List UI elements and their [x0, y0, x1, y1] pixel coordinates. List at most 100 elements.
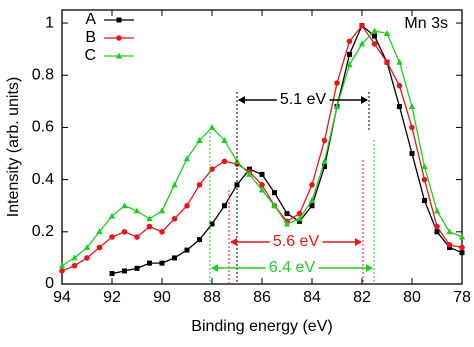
arrow-head: [238, 96, 245, 104]
arrow-head: [355, 238, 362, 246]
marker: [121, 202, 128, 209]
marker: [333, 103, 341, 110]
legend-marker: [116, 35, 122, 41]
marker: [171, 215, 178, 222]
marker: [271, 202, 278, 209]
marker: [433, 207, 441, 214]
marker: [133, 207, 141, 214]
y-tick-label: 0.8: [32, 66, 54, 83]
marker: [321, 157, 328, 164]
marker: [109, 271, 115, 277]
y-tick-label: 0: [45, 275, 54, 292]
x-tick-label: 84: [303, 289, 321, 306]
annotation-label: 5.1 eV: [280, 91, 327, 108]
marker: [108, 212, 116, 219]
marker: [372, 33, 377, 39]
marker: [121, 229, 128, 235]
marker: [309, 182, 315, 188]
marker: [384, 59, 390, 65]
marker: [109, 234, 115, 240]
legend-label: B: [85, 29, 96, 46]
marker: [459, 244, 465, 251]
marker: [96, 228, 103, 235]
marker: [297, 218, 302, 224]
marker: [446, 228, 453, 235]
x-tick-label: 82: [353, 289, 371, 306]
marker: [259, 171, 265, 177]
arrow-head: [230, 238, 237, 246]
annotation-bg: [265, 259, 319, 277]
marker: [347, 51, 352, 57]
marker: [59, 268, 65, 274]
marker: [159, 260, 165, 266]
plot-frame: [61, 9, 463, 285]
marker: [408, 103, 416, 110]
marker: [421, 163, 428, 170]
marker: [259, 182, 265, 188]
marker: [159, 229, 165, 235]
marker: [158, 207, 166, 214]
marker: [397, 104, 402, 110]
marker: [296, 215, 303, 222]
marker: [208, 123, 216, 130]
marker: [196, 182, 203, 188]
arrow-head: [211, 264, 218, 272]
series-line: [61, 24, 463, 272]
marker: [434, 229, 440, 235]
y-tick-label: 1: [45, 14, 54, 31]
legend-marker: [115, 52, 123, 59]
marker: [221, 136, 228, 143]
marker: [308, 196, 316, 203]
marker: [222, 203, 227, 209]
marker: [96, 244, 103, 251]
x-tick-label: 92: [103, 289, 121, 306]
marker: [134, 234, 140, 240]
marker: [272, 190, 277, 196]
marker: [209, 166, 215, 172]
marker: [346, 61, 353, 68]
marker: [84, 255, 90, 261]
marker: [197, 237, 202, 243]
marker: [147, 260, 152, 266]
marker: [184, 247, 190, 253]
marker: [322, 164, 327, 170]
marker: [134, 265, 140, 271]
marker: [71, 254, 78, 261]
marker: [371, 27, 378, 34]
y-tick-label: 0.2: [32, 223, 54, 240]
marker: [221, 158, 228, 165]
marker: [409, 151, 415, 157]
marker: [246, 170, 253, 177]
marker: [309, 203, 315, 209]
series-line: [61, 30, 463, 267]
marker: [396, 82, 403, 89]
marker: [172, 255, 177, 261]
marker: [321, 137, 328, 144]
annotation-bg: [269, 233, 323, 251]
marker: [458, 233, 466, 240]
marker: [184, 202, 190, 209]
marker: [71, 262, 78, 269]
legend-label: C: [84, 47, 96, 64]
marker: [346, 38, 353, 45]
y-tick-label: 0.4: [32, 171, 54, 188]
chart-title: Mn 3s: [404, 15, 448, 32]
x-tick-label: 94: [53, 289, 71, 306]
x-tick-label: 88: [203, 289, 221, 306]
marker: [371, 41, 378, 47]
x-tick-label: 78: [453, 289, 471, 306]
marker: [358, 40, 366, 47]
marker: [446, 242, 453, 248]
marker: [284, 211, 290, 217]
marker: [422, 197, 427, 203]
marker: [209, 221, 215, 227]
marker: [58, 262, 66, 269]
marker: [196, 136, 203, 143]
marker: [359, 22, 365, 29]
x-tick-label: 90: [153, 289, 171, 306]
x-tick-label: 80: [403, 289, 421, 306]
arrow-head: [366, 264, 373, 272]
marker: [171, 181, 178, 188]
marker: [146, 223, 153, 230]
